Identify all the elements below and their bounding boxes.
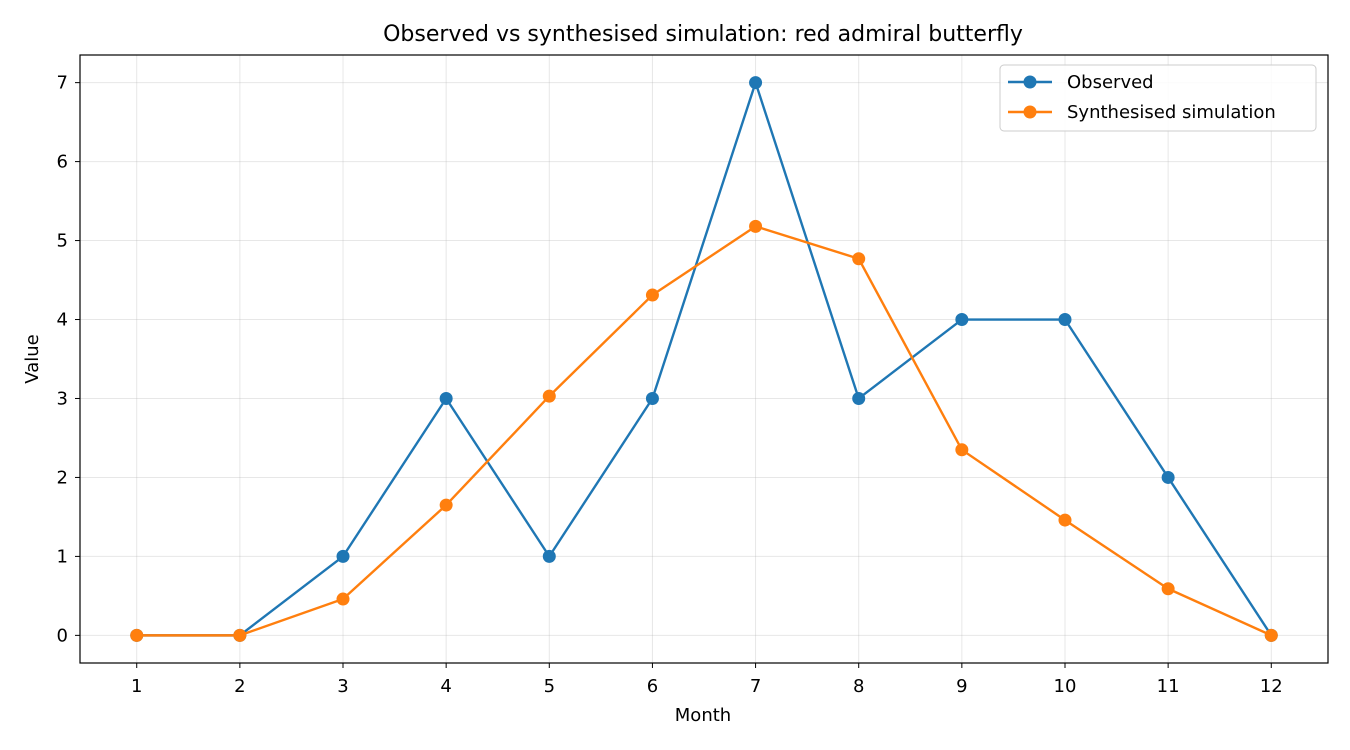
x-tick-label: 3 <box>337 676 348 697</box>
legend-label: Observed <box>1067 72 1154 93</box>
data-point <box>542 389 556 403</box>
x-tick-label: 9 <box>956 676 967 697</box>
data-point <box>955 313 969 327</box>
y-tick-label: 3 <box>57 388 68 409</box>
data-point <box>852 391 866 405</box>
data-point <box>955 443 969 457</box>
data-point <box>852 252 866 266</box>
series-line <box>136 81 1273 637</box>
y-tick-label: 5 <box>57 231 68 252</box>
series-line <box>136 225 1272 637</box>
y-tick-label: 4 <box>57 310 68 331</box>
data-point <box>645 288 659 302</box>
data-point <box>1058 313 1072 327</box>
legend-label: Synthesised simulation <box>1067 102 1276 123</box>
x-tick-label: 12 <box>1260 676 1283 697</box>
x-tick-label: 7 <box>750 676 761 697</box>
legend-entry: Synthesised simulation <box>1008 102 1276 123</box>
data-point <box>749 76 763 90</box>
chart-title: Observed vs synthesised simulation: red … <box>383 22 1023 47</box>
y-tick-label: 6 <box>57 152 68 173</box>
y-tick-label: 1 <box>57 546 68 567</box>
y-tick-label: 7 <box>57 73 68 94</box>
y-tick-label: 0 <box>57 625 68 646</box>
x-tick-label: 1 <box>131 676 142 697</box>
data-point <box>336 592 350 606</box>
y-axis: 0 1 2 3 4 5 6 7 <box>57 73 80 646</box>
x-tick-label: 5 <box>544 676 555 697</box>
data-point <box>1264 628 1278 642</box>
data-point <box>439 498 453 512</box>
series-layer <box>130 76 1278 642</box>
data-point <box>439 391 453 405</box>
legend-entry: Observed <box>1008 72 1154 93</box>
data-point <box>336 549 350 563</box>
y-axis-label: Value <box>22 334 43 383</box>
data-point <box>130 628 144 642</box>
x-tick-label: 10 <box>1054 676 1077 697</box>
x-tick-label: 6 <box>647 676 658 697</box>
data-point <box>645 391 659 405</box>
data-point <box>233 628 247 642</box>
data-point <box>1058 513 1072 527</box>
series-1 <box>130 76 1278 642</box>
x-tick-label: 4 <box>440 676 451 697</box>
data-point <box>749 219 763 233</box>
series-2 <box>130 219 1278 642</box>
data-point <box>542 549 556 563</box>
x-axis: 1 2 3 4 5 6 7 8 9 10 11 12 <box>131 663 1283 697</box>
plot-frame <box>79 54 1329 664</box>
legend: Observed Synthesised simulation <box>999 64 1317 132</box>
x-tick-label: 11 <box>1157 676 1180 697</box>
data-point <box>1161 470 1175 484</box>
x-tick-label: 2 <box>234 676 245 697</box>
legend-marker <box>1023 75 1037 89</box>
x-tick-label: 8 <box>853 676 864 697</box>
x-axis-label: Month <box>675 705 731 726</box>
legend-box <box>999 64 1317 132</box>
y-tick-label: 2 <box>57 467 68 488</box>
legend-marker <box>1023 105 1037 119</box>
data-point <box>1161 582 1175 596</box>
